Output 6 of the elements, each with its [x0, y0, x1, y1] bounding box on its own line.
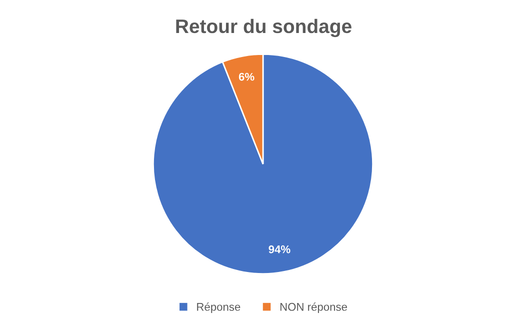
data-label: 6%: [238, 72, 254, 81]
legend-label: Réponse: [197, 302, 240, 313]
pie-slice: [152, 54, 374, 274]
data-label: 94%: [268, 245, 290, 254]
legend-label: NON réponse: [280, 302, 347, 313]
chart-title: Retour du sondage: [176, 18, 352, 38]
